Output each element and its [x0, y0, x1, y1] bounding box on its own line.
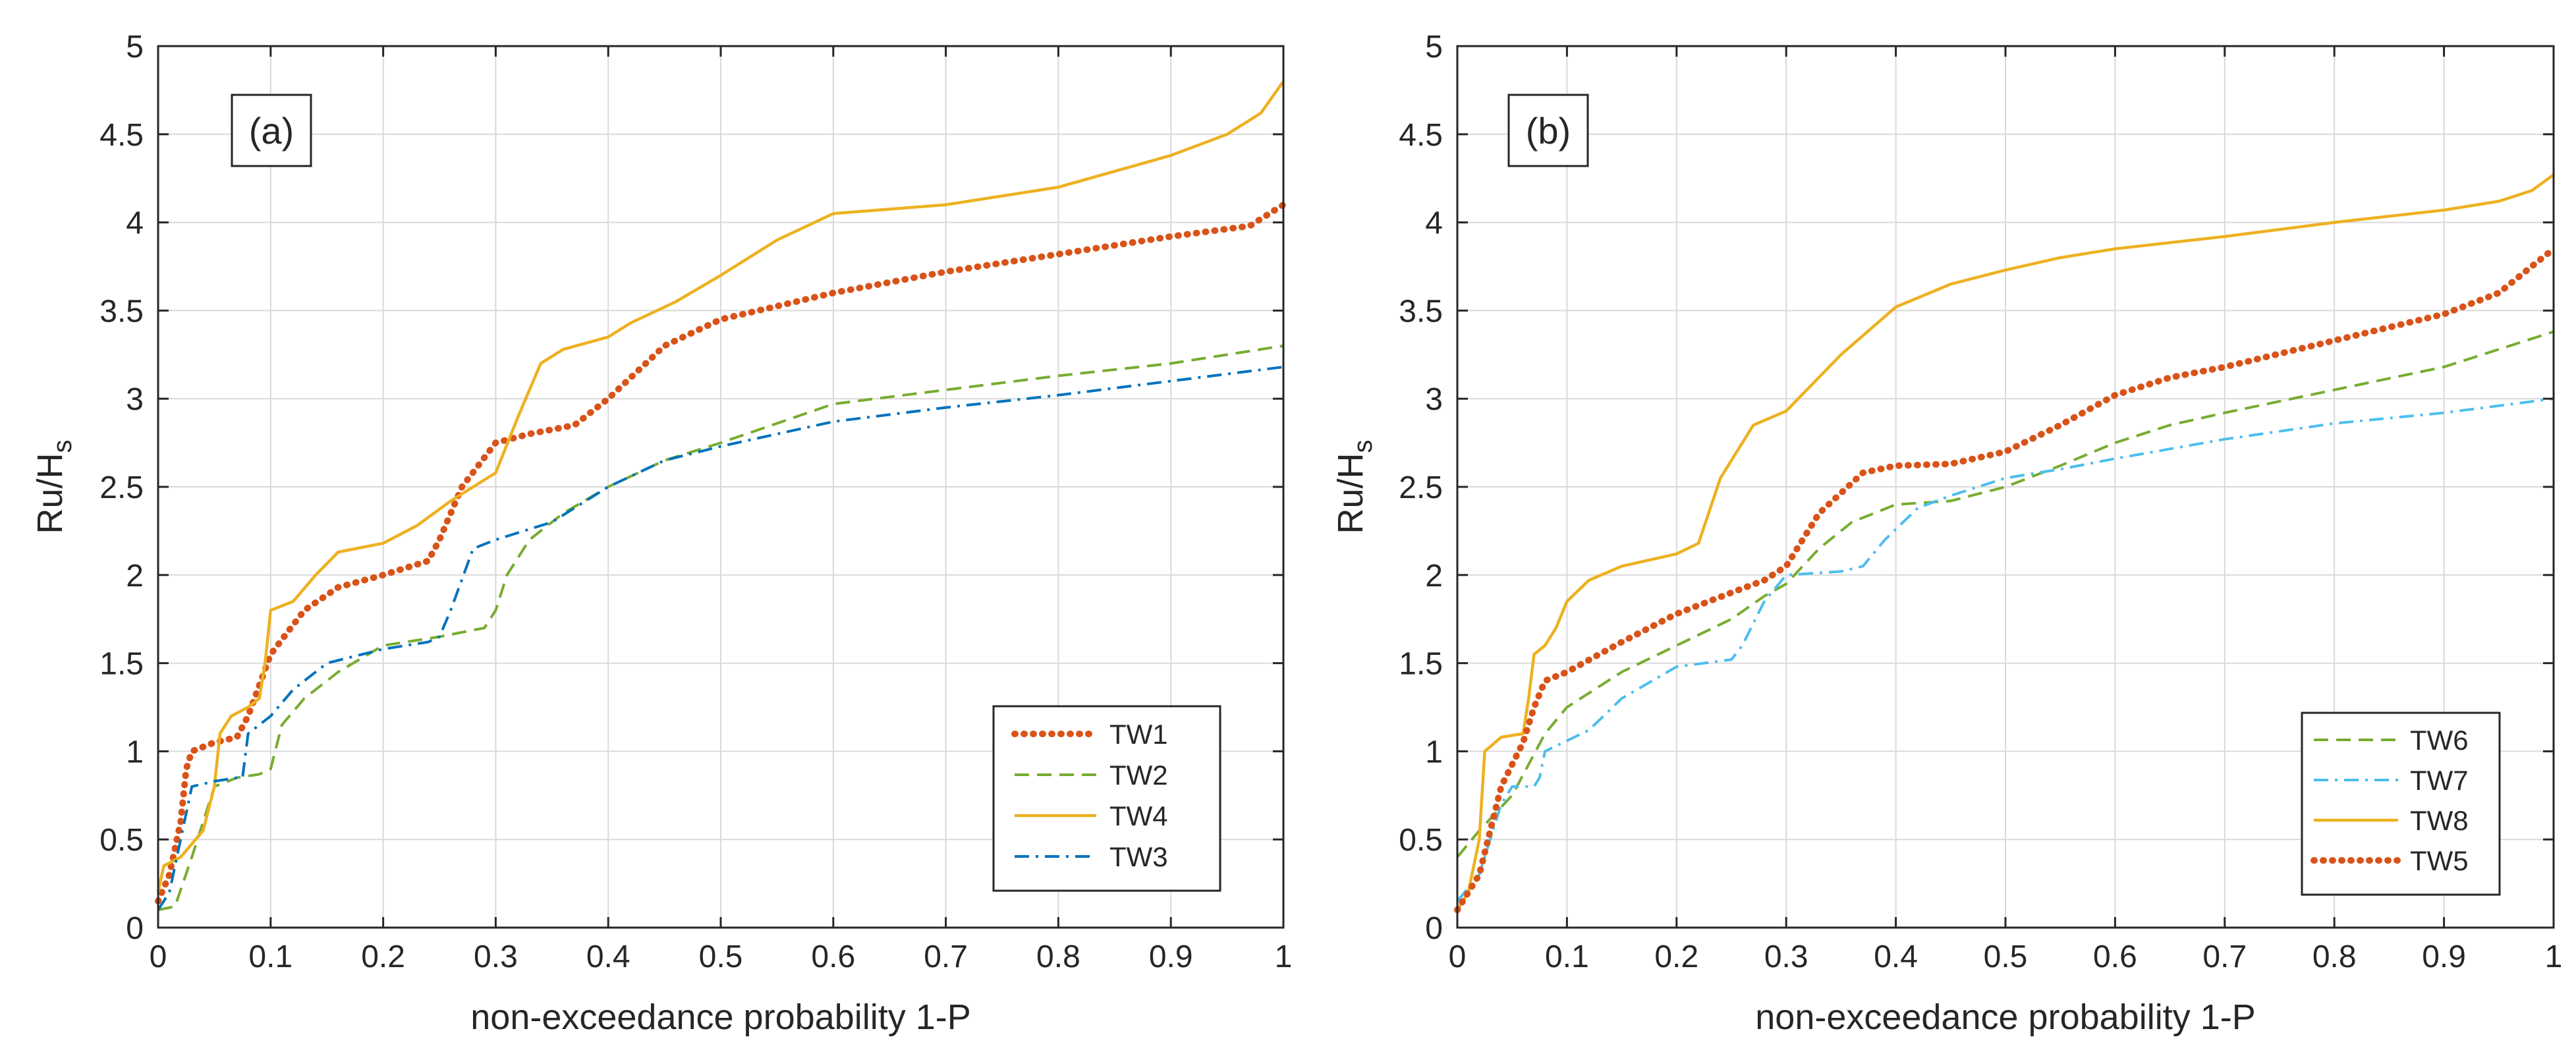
legend-label-tw5: TW5	[2410, 845, 2469, 876]
panel-b-y-tick-label: 0	[1425, 911, 1443, 946]
series-line-tw5	[1454, 245, 2557, 914]
panel-b-x-tick-label: 0.9	[2422, 939, 2466, 974]
panel-b-x-tick-label: 1	[2545, 939, 2563, 974]
panel-b-y-tick-label: 4	[1425, 206, 1443, 241]
panel-a-y-tick-label: 0	[126, 911, 144, 946]
panel-b: 0 0.1 0.2 0.3 0.4 0.5 0.6 0.7 0.8 0.9 1 0 0.5 1 1.5 2 2.…	[1331, 30, 2562, 1037]
panel-b-x-tick-label: 0.7	[2202, 939, 2247, 974]
panel-a-series	[155, 80, 1287, 912]
legend-label-tw7: TW7	[2410, 765, 2469, 796]
panel-b-x-tick-label: 0.2	[1654, 939, 1698, 974]
panel-a-y-axis-label-subscript: s	[48, 439, 77, 453]
panel-a-y-tick-label: 5	[126, 30, 144, 65]
series-line-tw8	[1456, 173, 2555, 911]
panel-a-y-tick-label: 3.5	[99, 294, 144, 329]
legend-label-tw2: TW2	[1109, 760, 1168, 791]
legend-item-tw4: TW4	[1015, 800, 1168, 831]
panel-a-x-tick-label: 0.4	[586, 939, 630, 974]
legend-item-tw7: TW7	[2314, 765, 2469, 796]
series-line-tw7	[1456, 397, 2554, 903]
legend-label-tw8: TW8	[2410, 805, 2469, 836]
legend-item-tw2: TW2	[1015, 760, 1168, 791]
panel-b-x-tick-label: 0.3	[1764, 939, 1808, 974]
panel-a: 0 0.1 0.2 0.3 0.4 0.5 0.6 0.7 0.8 0.9 1 0 0.5 1 1.5 2 2.…	[30, 30, 1292, 1037]
panel-a-tag: (a)	[231, 94, 312, 167]
panel-a-y-tick-label: 0.5	[99, 823, 144, 858]
panel-b-tag-label: (b)	[1526, 110, 1571, 152]
legend-item-tw6: TW6	[2314, 725, 2469, 756]
panel-a-tag-label: (a)	[249, 110, 294, 152]
panel-a-x-tick-label: 0.3	[474, 939, 518, 974]
panel-a-y-axis-label: Ru/Hs	[30, 439, 77, 534]
series-line-tw3	[157, 366, 1284, 911]
legend-label-tw3: TW3	[1109, 841, 1168, 872]
panel-a-x-tick-label: 0.7	[924, 939, 968, 974]
panel-b-y-tick-label: 5	[1425, 30, 1443, 65]
panel-a-x-tick-label: 0.5	[699, 939, 743, 974]
panel-b-y-axis-label-main: Ru/H	[1331, 453, 1370, 534]
panel-a-y-tick-label: 1	[126, 735, 144, 769]
panel-b-legend: TW6 TW7 TW8 TW5	[2301, 712, 2501, 896]
panel-b-y-axis-label-subscript: s	[1349, 439, 1378, 453]
panel-b-tag: (b)	[1507, 94, 1589, 167]
panel-b-series	[1454, 173, 2557, 914]
panel-a-tag-box	[231, 94, 312, 167]
panel-b-x-tick-label: 0.1	[1545, 939, 1589, 974]
panel-b-x-tick-label: 0.5	[1984, 939, 2028, 974]
legend-item-tw5: TW5	[2310, 845, 2469, 876]
panel-a-legend-box	[992, 705, 1221, 892]
panel-b-x-tick-label: 0.4	[1874, 939, 1918, 974]
panel-b-x-axis-label: non-exceedance probability 1-P	[1755, 997, 2255, 1037]
legend-label-tw1: TW1	[1109, 719, 1168, 750]
panel-a-y-tick-label: 4	[126, 206, 144, 241]
panel-a-y-tick-label: 3	[126, 382, 144, 417]
series-line-tw4	[156, 80, 1285, 893]
panel-a-x-tick-label: 0.2	[361, 939, 405, 974]
panel-a-y-tick-label: 2	[126, 559, 144, 594]
legend-item-tw1: TW1	[1011, 719, 1168, 750]
panel-b-legend-box	[2301, 712, 2501, 896]
panel-a-x-tick-label: 0.1	[248, 939, 293, 974]
panel-b-ticks: 0 0.1 0.2 0.3 0.4 0.5 0.6 0.7 0.8 0.9 1 0 0.5 1 1.5 2 2.…	[1399, 30, 2562, 974]
panel-a-x-tick-label: 0.9	[1149, 939, 1193, 974]
panel-b-y-tick-label: 2	[1425, 559, 1443, 594]
panel-b-y-tick-label: 0.5	[1399, 823, 1443, 858]
panel-a-y-tick-label: 1.5	[99, 647, 144, 682]
panel-a-x-tick-label: 0.8	[1036, 939, 1080, 974]
panel-b-x-tick-label: 0	[1449, 939, 1467, 974]
panel-b-y-tick-label: 1.5	[1399, 647, 1443, 682]
panel-a-x-tick-label: 1	[1275, 939, 1293, 974]
legend-item-tw8: TW8	[2314, 805, 2469, 836]
panel-b-x-tick-label: 0.8	[2312, 939, 2357, 974]
panel-b-y-tick-label: 3.5	[1399, 294, 1443, 329]
legend-label-tw4: TW4	[1109, 800, 1168, 831]
panel-a-ticks: 0 0.1 0.2 0.3 0.4 0.5 0.6 0.7 0.8 0.9 1 0 0.5 1 1.5 2 2.…	[99, 30, 1292, 974]
panel-b-y-tick-label: 4.5	[1399, 118, 1443, 153]
panel-a-legend: TW1 TW2 TW4 TW3	[992, 705, 1221, 892]
series-line-tw1	[155, 201, 1287, 905]
panel-a-y-tick-label: 2.5	[99, 470, 144, 505]
panel-b-x-tick-label: 0.6	[2093, 939, 2137, 974]
panel-b-y-tick-label: 3	[1425, 382, 1443, 417]
panel-a-x-axis-label: non-exceedance probability 1-P	[470, 997, 970, 1037]
panel-b-tag-box	[1507, 94, 1589, 167]
panel-b-y-axis-label: Ru/Hs	[1331, 439, 1378, 534]
panel-a-x-tick-label: 0	[150, 939, 167, 974]
series-line-tw6	[1456, 330, 2554, 858]
panel-a-x-tick-label: 0.6	[811, 939, 855, 974]
panel-b-y-tick-label: 2.5	[1399, 470, 1443, 505]
panel-b-y-tick-label: 1	[1425, 735, 1443, 769]
panel-a-y-axis-label-main: Ru/H	[30, 453, 70, 534]
legend-item-tw3: TW3	[1015, 841, 1168, 872]
legend-label-tw6: TW6	[2410, 725, 2469, 756]
panel-a-y-tick-label: 4.5	[99, 118, 144, 153]
